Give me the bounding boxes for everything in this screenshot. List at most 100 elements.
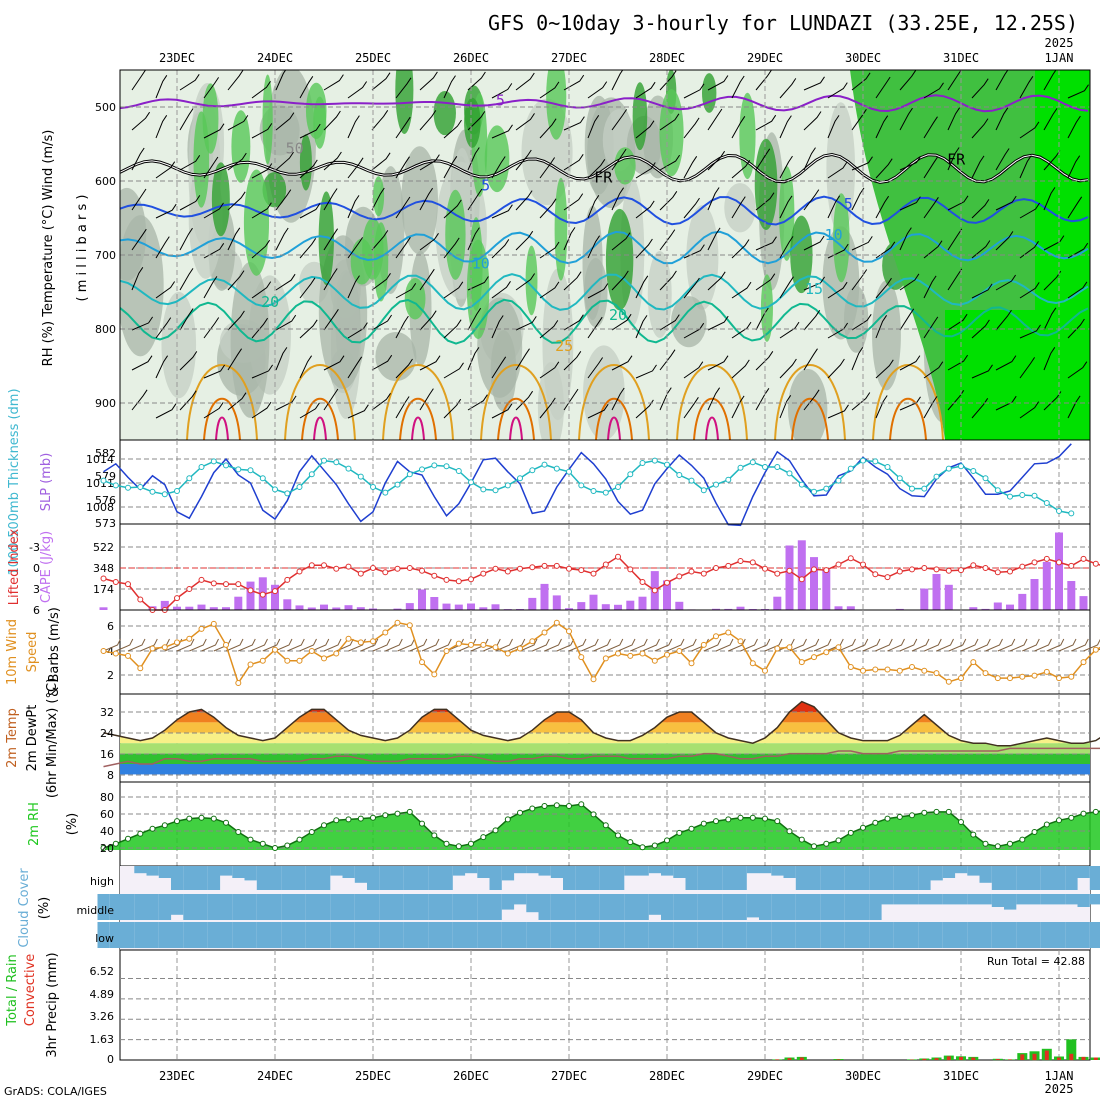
wind-barb <box>323 268 338 291</box>
cloud-bar-middle <box>881 894 894 905</box>
wind-barb <box>752 638 771 652</box>
rh-green-patch <box>395 70 414 134</box>
cape-bar <box>344 605 353 610</box>
wind-barb <box>936 638 954 652</box>
rh2m-line-marker <box>1031 829 1038 835</box>
cloud-bar-middle <box>1053 894 1066 905</box>
lifted-index-line-marker <box>382 569 389 576</box>
cloud-bar-high <box>1089 866 1100 890</box>
wind-barb <box>467 347 480 371</box>
cloud-bar-low <box>232 922 245 948</box>
wind-barb <box>1043 347 1056 371</box>
cape-bar <box>393 608 402 610</box>
top-date-label: 28DEC <box>649 51 685 65</box>
wind-barb <box>1067 281 1088 299</box>
isotherm-25 <box>382 364 454 440</box>
thickness-line-marker <box>443 463 450 470</box>
wind-barb <box>731 239 750 259</box>
wind-barb <box>923 316 939 339</box>
wind-barb <box>515 190 533 211</box>
rh2m-line-marker <box>1080 810 1087 817</box>
precip-tick: 3.26 <box>90 1010 115 1023</box>
year-label-top: 2025 <box>1045 36 1074 50</box>
wind-speed-line-marker <box>125 652 131 659</box>
wind-speed-line-marker <box>161 644 168 651</box>
wind-barb <box>635 81 656 99</box>
lifted-index-line-marker <box>1056 559 1062 566</box>
cloud-bar-middle <box>232 894 245 920</box>
lifted-index-line-marker <box>578 567 585 574</box>
cloud-bar-high <box>330 866 343 876</box>
lifted-index-line-marker <box>210 580 217 587</box>
wind-barb <box>635 200 655 219</box>
wind-barb <box>131 228 147 251</box>
wind-barb <box>176 638 195 652</box>
cloud-bar-middle <box>305 894 319 920</box>
wind-speed-line-marker <box>370 638 376 645</box>
rh2m-line-marker <box>970 831 977 838</box>
wind-barb <box>803 189 820 211</box>
rh-grey-patch <box>582 205 603 321</box>
pressure-tick: 600 <box>95 175 116 188</box>
wind-barb <box>395 283 417 299</box>
temp-tick: 24 <box>100 727 114 740</box>
wind-barb <box>227 348 243 371</box>
temp-ylabel-3: (6hr Min/Max) (°C) <box>45 678 60 798</box>
wind-barb <box>299 123 321 139</box>
thickness-line-marker <box>566 468 572 475</box>
wind-barb <box>251 123 273 139</box>
thickness-line-marker <box>529 467 536 474</box>
wind-barb <box>155 403 177 419</box>
wind-barb <box>323 355 345 371</box>
thickness-line-marker <box>100 477 107 484</box>
wind-barb <box>985 638 1003 652</box>
wind-barb <box>587 235 601 259</box>
cloud-bar-high <box>440 866 453 890</box>
lifted-index-line-marker <box>541 562 548 569</box>
wind-barb <box>971 155 985 179</box>
cape-bar <box>1079 596 1088 610</box>
lifted-index-line-marker <box>1019 563 1026 570</box>
cape-bar <box>185 606 194 610</box>
cloud-bar-middle <box>109 894 123 920</box>
wind-barb <box>467 71 486 91</box>
wind-barb <box>360 638 379 652</box>
lifted-index-line-marker <box>357 570 364 577</box>
lifted-index-line-marker <box>1043 555 1050 562</box>
cape-bar <box>969 607 978 610</box>
wind-barb <box>683 397 699 419</box>
wind-barb <box>299 319 318 339</box>
wind-speed-line-marker <box>321 655 327 662</box>
wind-barb <box>299 159 318 179</box>
rh2m-line-marker <box>566 803 572 809</box>
wind-barb <box>923 197 939 219</box>
cloud-bar-high <box>428 866 441 890</box>
cloud-bar-high <box>1016 866 1029 890</box>
wind-barb <box>947 107 961 131</box>
wind-barb <box>323 388 339 411</box>
wind-barb <box>923 116 938 139</box>
thickness-line-marker <box>896 475 903 482</box>
wind-barb <box>731 395 745 419</box>
wind-barb <box>539 320 559 339</box>
thickness-line-marker <box>419 466 425 473</box>
cloud-bar-middle <box>526 894 539 913</box>
wind-barb <box>179 74 200 91</box>
cape-bar <box>932 574 941 610</box>
thickness-line-marker <box>615 484 621 490</box>
cloud-bar-middle <box>1065 894 1078 905</box>
cloud-level-label: low <box>95 932 114 945</box>
wind-barb <box>899 227 912 251</box>
cape-bar <box>565 608 573 610</box>
rh2m-line-marker <box>137 830 144 837</box>
year-label-bottom: 2025 <box>1045 1082 1074 1096</box>
thickness-line-marker <box>186 475 193 482</box>
cape-bar <box>295 605 304 610</box>
cloud-bar-high <box>538 866 551 876</box>
wind-barb <box>155 355 169 379</box>
cape-bar <box>552 595 561 610</box>
wind-barb <box>851 109 867 131</box>
wind-barb <box>997 638 1016 652</box>
cape-bar <box>405 603 414 610</box>
isotherm-30 <box>595 397 633 440</box>
